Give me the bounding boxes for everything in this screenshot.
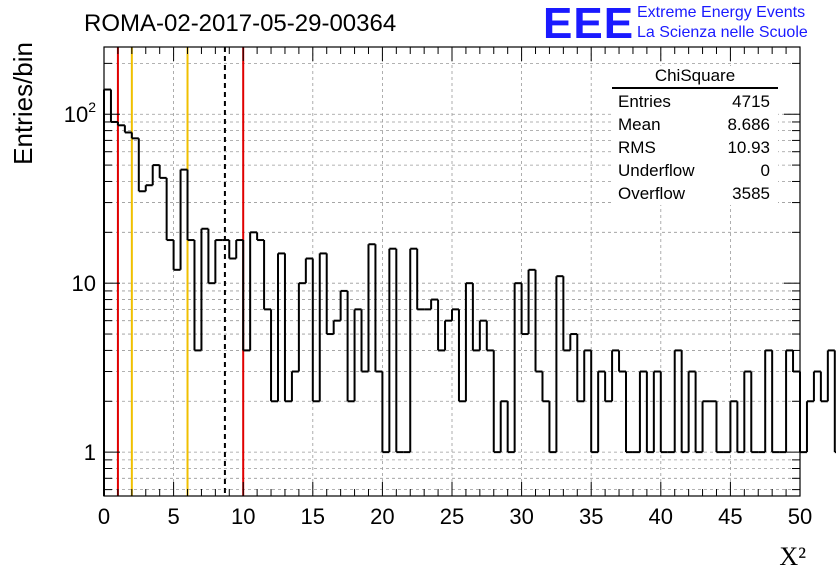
stats-row-mean: Mean 8.686 (612, 113, 778, 136)
y-tick-label: 1 (84, 440, 96, 465)
stats-value: 4715 (732, 92, 770, 111)
axis-labels: 0 5 10 15 20 25 30 35 40 45 50 1 10 102 X² Entries/bin (8, 42, 812, 571)
logo-line-1: Extreme Energy Events (637, 4, 806, 21)
stats-row-overflow: Overflow 3585 (612, 182, 778, 205)
stats-value: 0 (760, 161, 770, 180)
x-tick-label: 40 (649, 504, 673, 529)
y-tick-label: 10 (72, 271, 96, 296)
x-tick-label: 35 (579, 504, 603, 529)
x-tick-label: 20 (370, 504, 394, 529)
x-axis-title: X² (779, 542, 806, 571)
grid (104, 47, 800, 496)
x-tick-label: 25 (440, 504, 464, 529)
eee-logo: EEE (543, 0, 635, 48)
x-tick-label: 30 (509, 504, 533, 529)
stats-box: ChiSquare Entries 4715 Mean 8.686 RMS 10.93… (612, 66, 778, 205)
stats-value: 3585 (732, 184, 770, 203)
stats-label: RMS (618, 138, 656, 157)
x-tick-label: 5 (167, 504, 179, 529)
stats-label: Mean (618, 115, 661, 134)
run-title: ROMA-02-2017-05-29-00364 (84, 10, 397, 37)
axis-ticks (103, 47, 801, 496)
stats-value: 10.93 (727, 138, 770, 157)
x-tick-label: 0 (98, 504, 110, 529)
logo-line-2: La Scienza nelle Scuole (637, 24, 808, 41)
stats-row-underflow: Underflow 0 (612, 159, 778, 182)
stats-value: 8.686 (727, 115, 770, 134)
stats-row-entries: Entries 4715 (612, 90, 778, 113)
y-axis-title: Entries/bin (8, 42, 38, 165)
stats-title: ChiSquare (612, 66, 778, 89)
x-tick-label: 10 (231, 504, 255, 529)
stats-row-rms: RMS 10.93 (612, 136, 778, 159)
stats-label: Underflow (618, 161, 695, 180)
x-tick-label: 45 (718, 504, 742, 529)
y-tick-label: 102 (64, 99, 96, 127)
stats-label: Entries (618, 92, 671, 111)
x-tick-label: 15 (301, 504, 325, 529)
stats-label: Overflow (618, 184, 686, 203)
x-tick-label: 50 (788, 504, 812, 529)
